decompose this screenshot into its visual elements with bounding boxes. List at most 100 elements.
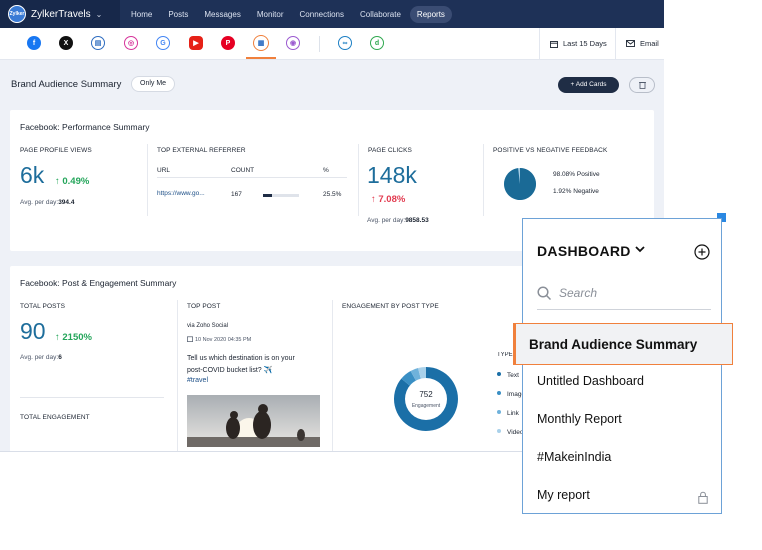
add-cards-button[interactable]: + Add Cards [558,77,619,93]
lock-icon [698,491,708,504]
google-icon[interactable]: G [156,36,170,50]
email-button[interactable]: Email [615,28,664,59]
trash-icon [638,82,646,89]
metric-label: PAGE CLICKS [368,147,412,154]
network-bar: f X ▤ ◎ G ▶ P ▦ ◉ ∞ d Last 15 Days Email [0,28,664,60]
post-hashtag[interactable]: #travel [187,377,209,384]
delete-button[interactable] [629,77,655,93]
legend-dot [497,372,501,376]
legend-header: TYPE [497,352,513,358]
dashboard-item[interactable]: My report [537,488,590,502]
active-network-indicator [246,57,276,59]
tiktok-icon[interactable]: ▦ [253,35,269,51]
referrer-percent: 25.5% [323,191,342,198]
x-icon[interactable]: X [59,36,73,50]
post-date: 10 Nov 2020 04:35 PM [187,336,251,343]
post-text-line: Tell us which destination is on your [187,355,295,362]
engagement-donut-chart: 752 Engagement [393,367,458,431]
feedback-pie-chart [504,167,537,200]
main-menu: Home Posts Messages Monitor Connections … [120,0,664,28]
negative-legend: 1.92% Negative [553,188,599,195]
legend-label: Text [507,372,519,379]
youtube-icon[interactable]: ▶ [189,36,203,50]
pinterest-icon[interactable]: P [221,36,235,50]
dashboard-item[interactable]: Monthly Report [537,412,622,426]
legend-item: Image [497,391,522,398]
resize-handle[interactable] [717,213,726,222]
metric-value: 6k [20,162,45,188]
table-divider [157,177,347,178]
referrer-count: 167 [231,191,242,198]
performance-summary-card: Facebook: Performance Summary PAGE PROFI… [10,110,654,251]
post-image [187,395,320,447]
metric-label: TOTAL ENGAGEMENT [20,414,90,421]
nav-connections[interactable]: Connections [299,9,344,19]
search-input[interactable]: Search [559,286,598,300]
metric-average: Avg. per day:394.4 [20,199,75,206]
metric-value: 90 [20,318,46,344]
legend-item: Video [497,429,522,436]
chevron-down-icon[interactable] [635,246,645,253]
column-header: % [323,167,329,174]
dashboard-title: Brand Audience Summary [11,79,122,90]
nav-monitor[interactable]: Monitor [256,9,284,19]
metric-change: ↑ 7.08% [371,194,406,205]
positive-legend: 98.08% Positive [553,171,600,178]
add-dashboard-icon[interactable] [694,244,710,260]
metric-label: ENGAGEMENT BY POST TYPE [342,303,439,310]
metric-label: TOP POST [187,303,221,310]
legend-dot [497,391,501,395]
visibility-badge[interactable]: Only Me [131,76,176,92]
date-range-button[interactable]: Last 15 Days [539,28,612,59]
chevron-down-icon: ⌄ [95,9,103,19]
dashboard-item[interactable]: #MakeinIndia [537,450,612,464]
legend-label: Image [507,391,522,398]
legend-item: Link [497,410,522,417]
dropdown-title[interactable]: DASHBOARD [537,243,631,259]
facebook-icon[interactable]: f [27,36,41,50]
network-divider [319,36,320,52]
legend-item: Text [497,372,522,379]
brand-switcher[interactable]: Zylker ZylkerTravels ⌄ [0,0,120,28]
dashboard-item[interactable]: Untitled Dashboard [537,374,645,388]
instagram-icon[interactable]: ◎ [124,36,138,50]
metric-label: POSITIVE VS NEGATIVE FEEDBACK [493,147,608,154]
column-header: URL [157,167,171,174]
legend-label: Link [507,410,519,417]
divider [358,144,359,216]
metric-average: Avg. per day:6 [20,354,62,361]
referrer-url[interactable]: https://www.go... [157,190,205,197]
metric-change: ↑ 2150% [55,332,92,343]
date-range-label: Last 15 Days [563,39,607,48]
calendar-icon [187,336,193,342]
legend-dot [497,429,501,433]
zoho-icon[interactable]: d [370,36,384,50]
metric-label: TOTAL POSTS [20,303,66,310]
top-navigation: Zylker ZylkerTravels ⌄ Home Posts Messag… [0,0,664,28]
legend-label: Video [507,429,522,436]
google-my-business-icon[interactable]: ▤ [91,36,105,50]
referrer-bar-fill [263,194,272,197]
channel-icon[interactable]: ∞ [338,36,352,50]
metric-label: PAGE PROFILE VIEWS [20,147,92,154]
nav-posts[interactable]: Posts [168,9,189,19]
metric-value: 148k [367,162,417,188]
dashboard-dropdown: DASHBOARD Search Brand Audience Summary … [513,218,733,514]
nav-collaborate[interactable]: Collaborate [360,9,401,19]
nav-home[interactable]: Home [131,9,153,19]
donut-total-label: Engagement [412,403,441,409]
metric-change: ↑ 0.49% [55,176,90,187]
legend-dot [497,410,501,414]
card-title: Facebook: Performance Summary [20,122,150,132]
dashboard-item-active[interactable]: Brand Audience Summary [513,323,733,365]
column-header: COUNT [231,167,255,174]
post-text-line: post-COVID bucket list? ✈️ [187,367,273,374]
metric-average: Avg. per day:9858.53 [367,217,429,224]
brand-logo: Zylker [8,5,26,23]
nav-reports[interactable]: Reports [409,5,452,23]
donut-total: 752 [419,390,433,399]
nav-messages[interactable]: Messages [204,9,241,19]
brand-name: ZylkerTravels [31,8,91,20]
threads-icon[interactable]: ◉ [286,36,300,50]
divider [332,300,333,451]
